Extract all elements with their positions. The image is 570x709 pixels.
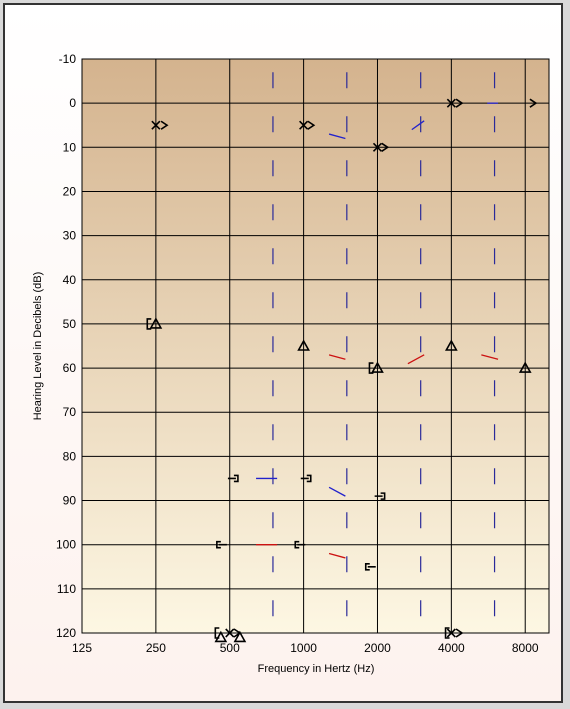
- plot-area: [82, 59, 549, 633]
- masked-bone-point: [294, 540, 306, 549]
- y-tick-label: 0: [69, 96, 76, 110]
- x-tick-label: 2000: [364, 641, 391, 655]
- x-tick-label: 8000: [512, 641, 539, 655]
- x-cross-point: [225, 628, 235, 638]
- bracket-point: [368, 362, 374, 374]
- x-tick-label: 125: [72, 641, 92, 655]
- chevron-point: [307, 120, 316, 130]
- connector-segment: [328, 552, 346, 559]
- masked-bone-point: [216, 540, 227, 549]
- y-tick-label: 60: [63, 361, 77, 375]
- x-cross-point: [446, 628, 456, 638]
- triangle-point: [444, 339, 458, 351]
- connector-lines: [256, 102, 499, 559]
- y-axis-title: Hearing Level in Decibels (dB): [32, 272, 44, 421]
- x-tick-label: 500: [220, 641, 240, 655]
- connector-segment: [411, 120, 425, 131]
- x-tick-labels: 125 250 500 1000 2000 4000 8000: [72, 641, 539, 655]
- y-tick-label: 70: [63, 405, 77, 419]
- masked-bone-point: [364, 562, 376, 571]
- y-tick-label: 40: [63, 273, 77, 287]
- chevron-point: [529, 98, 538, 108]
- y-tick-label: 110: [57, 582, 76, 596]
- connector-segment: [407, 354, 425, 365]
- bracket-point: [146, 318, 152, 330]
- connector-segment: [481, 354, 499, 360]
- x-cross-point: [299, 120, 309, 130]
- connector-segment: [328, 486, 346, 497]
- x-tick-label: 250: [146, 641, 166, 655]
- x-cross-point: [446, 98, 456, 108]
- y-tick-label: -10: [59, 52, 77, 66]
- y-tick-label: 80: [63, 449, 77, 463]
- masked-bone-point: [374, 492, 386, 500]
- triangle-point: [518, 361, 532, 373]
- y-tick-labels: -10 0 10 20 30 40 50 60 70 80 90 100 110 120: [56, 52, 76, 640]
- masked-bone-point: [300, 474, 312, 483]
- masked-bone-point: [227, 474, 239, 483]
- x-cross-point: [151, 120, 161, 130]
- chevron-point: [381, 142, 390, 152]
- chevron-point: [160, 120, 169, 130]
- connector-segment: [328, 133, 346, 140]
- y-tick-label: 20: [63, 184, 77, 198]
- y-tick-label: 120: [56, 626, 76, 640]
- intermediate-frequency-lines: [272, 72, 496, 633]
- data-points: [146, 98, 538, 643]
- triangle-point: [233, 630, 247, 643]
- triangle-point: [297, 339, 310, 351]
- x-tick-label: 1000: [290, 641, 317, 655]
- chevron-point: [455, 628, 464, 638]
- bracket-point: [444, 627, 450, 639]
- triangle-point: [371, 361, 384, 373]
- y-tick-label: 90: [63, 494, 77, 508]
- y-tick-label: 10: [63, 140, 77, 154]
- x-cross-point: [372, 142, 383, 152]
- y-tick-label: 100: [56, 538, 76, 552]
- x-axis-title: Frequency in Hertz (Hz): [258, 663, 375, 675]
- triangle-point: [214, 630, 228, 643]
- grid-lines: [81, 58, 550, 634]
- plot-border: [81, 58, 550, 634]
- x-tick-label: 4000: [438, 641, 465, 655]
- connector-segment: [328, 354, 346, 360]
- chevron-point: [455, 98, 464, 108]
- y-tick-label: 50: [63, 317, 77, 331]
- y-tick-label: 30: [63, 229, 77, 243]
- triangle-point: [149, 317, 163, 329]
